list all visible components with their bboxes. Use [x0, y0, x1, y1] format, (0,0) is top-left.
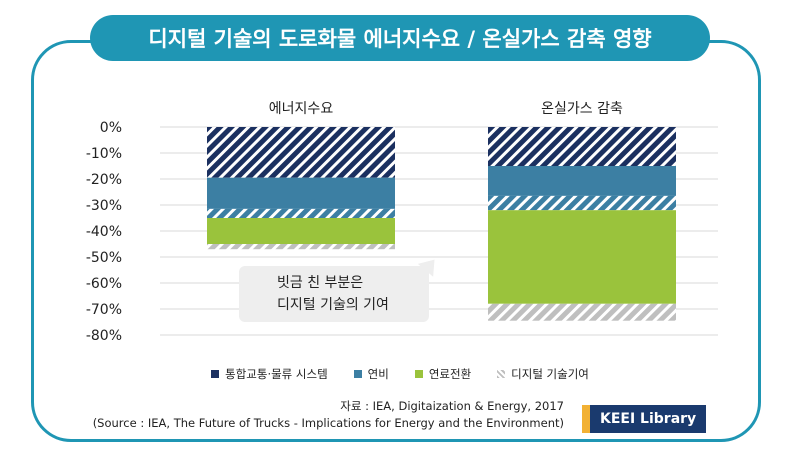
legend: 통합교통·물류 시스템 연비 연료전환 디지털 기술기여	[0, 366, 800, 382]
callout-box: 빗금 친 부분은 디지털 기술의 기여	[239, 266, 429, 322]
y-tick-label: -70%	[86, 302, 122, 318]
bar-segment	[207, 127, 395, 178]
y-tick-label: -80%	[86, 328, 122, 344]
bar-segment	[488, 195, 676, 211]
y-tick-label: -10%	[86, 146, 122, 162]
bar-segment	[488, 210, 676, 304]
source-line-2: (Source : IEA, The Future of Trucks - Im…	[92, 416, 564, 430]
y-tick-label: -40%	[86, 224, 122, 240]
bar-segment	[488, 127, 676, 166]
bar-segment	[207, 218, 395, 244]
y-tick-label: -50%	[86, 250, 122, 266]
legend-item-fuel-switch: 연료전환	[414, 366, 472, 382]
legend-label-fuel-switch: 연료전환	[428, 367, 472, 381]
y-tick-label: 0%	[100, 120, 122, 136]
badge-label: KEEI Library	[600, 411, 697, 427]
bar-segment	[488, 166, 676, 196]
y-axis-ticks: 0% -10% -20% -30% -40% -50% -60% -70% -80%	[86, 120, 122, 344]
bars	[207, 127, 676, 321]
y-tick-label: -30%	[86, 198, 122, 214]
category-label: 에너지수요	[269, 101, 334, 117]
badge-accent-bar	[582, 405, 590, 433]
category-label: 온실가스 감축	[541, 101, 623, 117]
category-labels: 에너지수요 온실가스 감축	[269, 101, 623, 117]
legend-swatch-fuel-efficiency	[353, 370, 362, 378]
legend-item-fuel-efficiency: 연비	[353, 366, 389, 382]
bar-segment	[488, 303, 676, 321]
legend-item-logistics: 통합교통·물류 시스템	[211, 366, 328, 382]
bar-segment	[207, 177, 395, 209]
bar-segment	[207, 208, 395, 218]
legend-swatch-logistics	[211, 370, 220, 378]
legend-label-digital: 디지털 기술기여	[511, 367, 589, 381]
chart-title: 디지털 기술의 도로화물 에너지수요 / 온실가스 감축 영향	[148, 27, 652, 51]
source-note: 자료 : IEA, Digitaization & Energy, 2017 (…	[93, 398, 564, 432]
callout-line-2: 디지털 기술의 기여	[277, 297, 389, 313]
keei-library-badge: KEEI Library	[582, 405, 707, 433]
legend-swatch-fuel-switch	[414, 370, 423, 378]
legend-label-fuel-efficiency: 연비	[367, 367, 389, 381]
legend-item-digital: 디지털 기술기여	[497, 366, 589, 382]
source-line-1: 자료 : IEA, Digitaization & Energy, 2017	[340, 399, 564, 413]
legend-swatch-digital	[497, 370, 506, 378]
y-tick-label: -20%	[86, 172, 122, 188]
bar-segment	[207, 244, 395, 250]
y-tick-label: -60%	[86, 276, 122, 292]
chart-title-banner: 디지털 기술의 도로화물 에너지수요 / 온실가스 감축 영향	[90, 15, 710, 61]
legend-label-logistics: 통합교통·물류 시스템	[225, 367, 328, 381]
callout-line-1: 빗금 친 부분은	[277, 275, 364, 291]
